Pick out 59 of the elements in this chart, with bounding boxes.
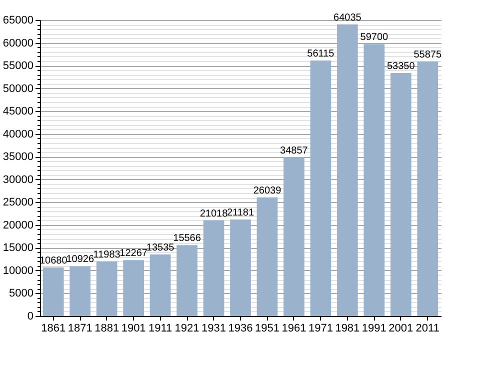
- y-tick-label: 15000: [2, 242, 34, 254]
- data-label: 64035: [334, 12, 362, 24]
- x-tick-label: 1951: [254, 322, 280, 334]
- y-tick-label: 65000: [2, 14, 34, 26]
- bar: [390, 73, 412, 316]
- bar: [70, 266, 91, 316]
- y-tick-label: 30000: [2, 174, 34, 186]
- y-tick-label: 40000: [2, 128, 34, 140]
- data-label: 26039: [253, 185, 282, 196]
- x-tick-label: 2001: [388, 322, 414, 334]
- x-tick-label: 1871: [68, 322, 92, 334]
- bar: [417, 62, 438, 316]
- bar: [150, 254, 171, 316]
- y-tick-label: 60000: [2, 37, 34, 50]
- y-tick-label: 45000: [2, 106, 34, 118]
- data-label: 55875: [414, 50, 442, 61]
- data-label: 34857: [280, 145, 308, 156]
- data-label: 56115: [307, 48, 335, 60]
- x-tick-label: 1931: [202, 322, 226, 334]
- y-tick-label: 5000: [9, 288, 34, 300]
- data-label: 10926: [66, 254, 94, 266]
- data-label: 12267: [120, 248, 148, 260]
- y-tick-label: 55000: [2, 60, 34, 72]
- y-tick-label: 35000: [2, 151, 34, 164]
- bar: [176, 245, 198, 316]
- bar: [123, 260, 144, 316]
- bar: [337, 24, 358, 316]
- x-tick-label: 2011: [416, 322, 440, 334]
- y-tick-label: 0: [27, 310, 34, 322]
- y-tick-label: 20000: [2, 219, 34, 232]
- data-label: 21181: [226, 208, 254, 219]
- data-label: 10680: [39, 255, 68, 266]
- bar: [256, 197, 278, 316]
- x-tick-label: 1861: [41, 322, 66, 334]
- bar: [310, 60, 332, 316]
- y-tick-label: 50000: [2, 82, 34, 95]
- bar: [364, 44, 385, 316]
- x-tick-label: 1921: [174, 322, 200, 334]
- data-label: 11983: [93, 249, 121, 260]
- data-label: 13535: [146, 242, 175, 254]
- x-tick-label: 1981: [335, 322, 360, 334]
- x-tick-label: 1901: [121, 322, 146, 334]
- data-label: 59700: [360, 32, 389, 44]
- x-tick-label: 1936: [228, 322, 253, 334]
- y-tick-label: 25000: [2, 196, 34, 209]
- y-tick-label: 10000: [2, 264, 34, 277]
- bar: [203, 220, 224, 316]
- x-tick-label: 1881: [94, 322, 120, 334]
- data-label: 15566: [173, 233, 202, 244]
- data-label: 53350: [386, 61, 416, 72]
- bar: [230, 220, 251, 316]
- x-tick-label: 1971: [308, 322, 333, 334]
- x-tick-label: 1961: [282, 322, 306, 334]
- bar: [284, 157, 304, 316]
- bar: [42, 267, 64, 316]
- x-tick-label: 1991: [362, 322, 386, 334]
- x-tick-label: 1911: [148, 322, 172, 334]
- data-label: 21018: [200, 208, 228, 220]
- bar: [96, 261, 118, 316]
